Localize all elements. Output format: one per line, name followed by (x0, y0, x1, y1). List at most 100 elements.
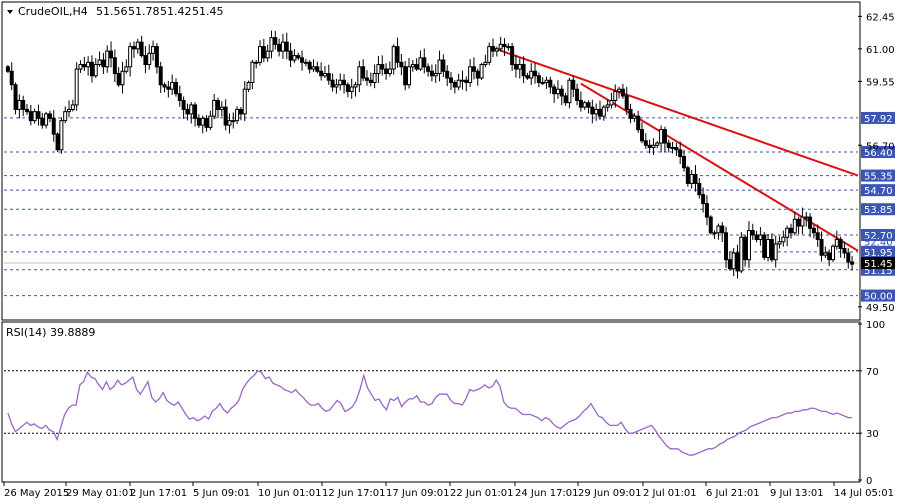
candle-body-195 (750, 230, 755, 236)
y-tick-label-4: 49.50 (866, 303, 895, 314)
candle-body-63 (246, 82, 251, 90)
candle-body-19 (78, 64, 83, 70)
level-label-0: 57.92 (864, 114, 893, 125)
candle-body-221 (850, 261, 855, 265)
candle-body-31 (124, 66, 129, 72)
candle-body-167 (643, 140, 648, 146)
candle-body-143 (552, 86, 557, 95)
candle-body-58 (227, 120, 232, 126)
level-label-bg-4 (861, 203, 895, 216)
candle-body-157 (605, 104, 610, 108)
candle-body-135 (521, 64, 526, 77)
price-axis: 57.92 56.40 55.35 54.70 53.85 52.70 51.95 51.15… (858, 12, 895, 314)
candle-body-163 (628, 108, 633, 119)
candle-body-2 (13, 84, 18, 110)
candle-body-106 (410, 64, 415, 68)
candle-body-76 (296, 55, 301, 59)
candle-body-122 (471, 66, 476, 72)
candle-body-138 (533, 70, 538, 77)
candle-body-211 (811, 227, 816, 234)
candle-body-13 (55, 133, 60, 151)
level-label-bg-1 (861, 146, 895, 159)
candle-body-11 (47, 113, 52, 119)
candle-body-32 (128, 46, 133, 68)
candle-body-170 (655, 142, 660, 146)
candle-body-149 (575, 88, 580, 101)
rsi-line (7, 370, 853, 456)
level-label-bg-5 (861, 229, 895, 242)
candle-body-175 (674, 147, 679, 151)
candle-body-185 (712, 232, 717, 235)
candle-body-105 (406, 66, 411, 86)
x-tick-label-11: 6 Jul 21:01 (706, 488, 760, 499)
candle-body-193 (743, 236, 748, 261)
candle-body-23 (93, 64, 98, 77)
candle-body-102 (395, 46, 400, 63)
candle-body-133 (513, 64, 518, 70)
candle-body-206 (792, 218, 797, 234)
candle-body-54 (212, 99, 217, 117)
candle-body-110 (426, 66, 431, 72)
candle-body-33 (131, 46, 136, 50)
y-tick-label-0: 62.45 (866, 12, 895, 23)
y-tick-label-2: 59.55 (866, 77, 895, 88)
candle-body-114 (441, 59, 446, 72)
candle-body-62 (242, 88, 247, 115)
candle-body-136 (525, 75, 530, 79)
candle-body-155 (597, 108, 602, 117)
candle-body-7 (32, 111, 37, 122)
candle-body-88 (342, 79, 347, 86)
candle-body-86 (334, 84, 339, 88)
candle-body-104 (403, 66, 408, 86)
candle-body-219 (842, 247, 847, 254)
candle-body-34 (135, 41, 140, 50)
candle-body-4 (21, 99, 26, 110)
candle-body-80 (311, 66, 316, 70)
candle-body-79 (307, 61, 312, 70)
level-label-4: 53.85 (864, 205, 893, 216)
candle-body-215 (827, 252, 832, 261)
candle-body-145 (559, 88, 564, 97)
candle-body-203 (781, 236, 786, 243)
rsi-tick-label-2: 30 (866, 429, 879, 440)
candle-body-160 (617, 88, 622, 92)
candle-body-120 (464, 79, 469, 83)
candle-body-205 (788, 227, 793, 234)
candle-body-49 (193, 104, 198, 119)
level-label-2: 55.35 (864, 172, 893, 183)
candle-body-150 (578, 99, 583, 108)
candle-body-201 (773, 243, 778, 261)
candle-body-214 (823, 252, 828, 256)
candle-body-1 (9, 70, 14, 86)
x-tick-label-0: 26 May 2015 (4, 488, 69, 499)
candle-body-210 (808, 216, 813, 229)
candle-body-46 (181, 99, 186, 110)
candle-body-171 (659, 129, 664, 144)
candle-body-166 (640, 129, 644, 142)
candle-body-21 (86, 61, 91, 68)
rsi-tick-label-3: 0 (866, 476, 872, 487)
candle-body-65 (254, 61, 259, 64)
candle-body-115 (445, 70, 450, 79)
candle-body-156 (601, 106, 606, 117)
candle-body-59 (231, 120, 236, 123)
candle-body-123 (475, 70, 480, 79)
candle-body-137 (529, 70, 534, 79)
candle-body-85 (330, 79, 335, 88)
candle-body-55 (216, 99, 220, 110)
candle-body-116 (449, 77, 454, 83)
candle-body-198 (762, 234, 767, 258)
candle-body-94 (364, 77, 369, 81)
candle-body-129 (498, 43, 503, 50)
candle-body-57 (223, 106, 228, 126)
candle-body-30 (120, 70, 125, 86)
candle-body-8 (36, 111, 41, 119)
collapse-triangle-icon[interactable] (7, 10, 13, 14)
candle-body-95 (368, 79, 373, 83)
candle-body-27 (109, 50, 114, 59)
candle-body-186 (716, 225, 721, 234)
candle-body-199 (766, 239, 771, 258)
candle-body-38 (151, 46, 156, 54)
candle-body-107 (414, 64, 419, 70)
